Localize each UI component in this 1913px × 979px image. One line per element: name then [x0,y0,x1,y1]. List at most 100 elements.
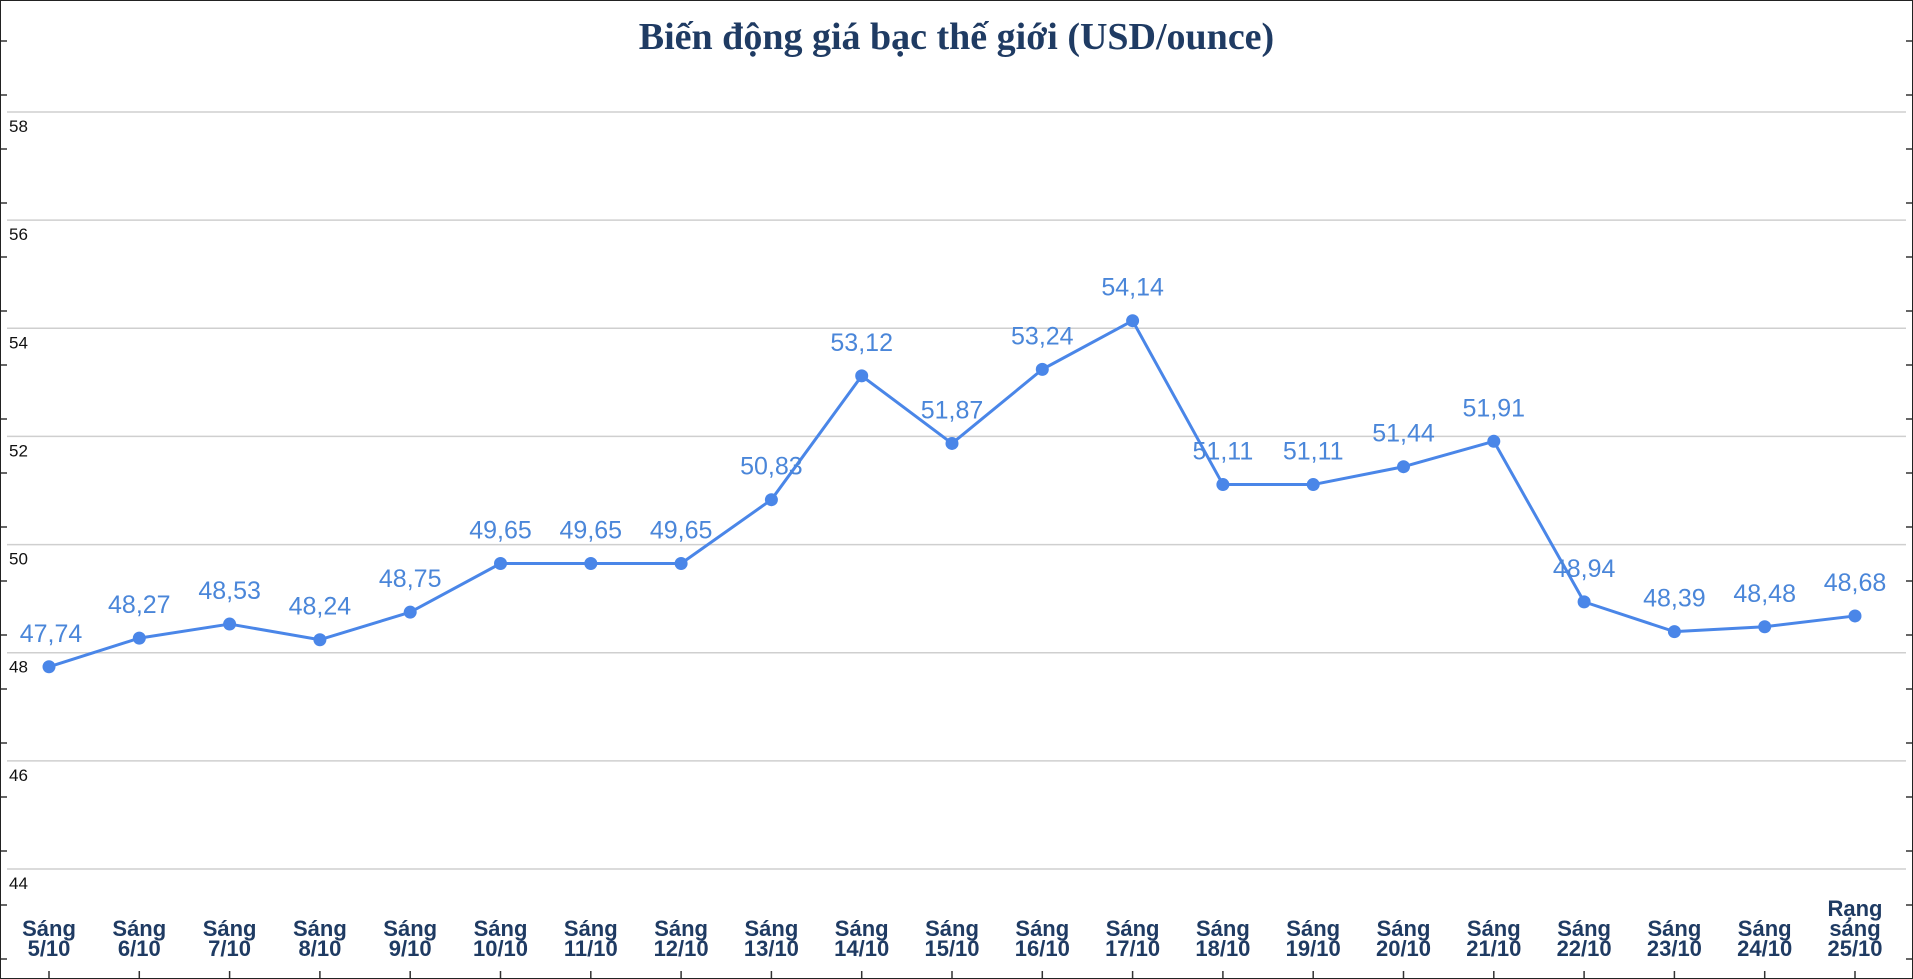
x-tick-label-line: 18/10 [1195,936,1250,961]
x-tick-label-line: 22/10 [1557,936,1612,961]
data-point [1126,314,1140,328]
x-tick-label-line: 20/10 [1376,936,1431,961]
data-label: 51,87 [921,396,984,424]
data-point [584,556,598,570]
data-label: 51,11 [1193,438,1254,466]
y-tick-label: 58 [9,117,28,136]
y-tick-label: 54 [9,333,28,352]
x-tick-label-line: Sáng [474,916,528,941]
data-point [42,660,56,674]
x-tick-label: Sáng 14/10 [834,916,889,961]
x-tick-label-line: 25/10 [1827,936,1882,961]
x-tick-label: Sáng 8/10 [293,916,347,961]
x-tick-label: Sáng 5/10 [22,916,76,961]
x-tick-label: Sáng 21/10 [1466,916,1521,961]
x-tick-label: Sáng 13/10 [744,916,799,961]
x-tick-label-line: 7/10 [208,936,251,961]
x-tick-label-line: Sáng [1467,916,1521,941]
x-tick-label-line: Sáng [564,916,618,941]
x-tick-label: Sáng 10/10 [473,916,528,961]
data-label: 48,39 [1643,585,1706,613]
y-tick-label: 50 [9,550,28,569]
x-tick-label-line: Sáng [745,916,799,941]
data-point [313,633,327,647]
data-point [674,556,688,570]
x-tick-label-line: 12/10 [654,936,709,961]
x-tick-label-line: Sáng [925,916,979,941]
x-tick-label-line: 11/10 [564,936,618,961]
x-tick-label-line: Sáng [22,916,76,941]
x-tick-label-line: Sáng [1015,916,1069,941]
x-tick-label-line: 16/10 [1015,936,1070,961]
x-tick-label-line: Sáng [1738,916,1792,941]
x-tick-label: Sáng 22/10 [1557,916,1612,961]
data-label: 51,11 [1283,438,1344,466]
x-tick-label: Sáng 11/10 [564,916,618,961]
data-point [1487,434,1501,448]
data-point [1577,595,1591,609]
data-label: 48,24 [289,593,352,621]
x-tick-label-line: Sáng [835,916,889,941]
data-label: 49,65 [469,516,532,544]
data-label: 51,91 [1463,394,1526,422]
x-tick-label: Sáng 7/10 [203,916,257,961]
x-tick-label-line: 9/10 [389,936,432,961]
data-label: 49,65 [560,516,623,544]
y-tick-label: 44 [9,874,28,893]
x-tick-label-line: 8/10 [298,936,341,961]
x-tick-label-line: Sáng [383,916,437,941]
data-point [494,556,507,570]
x-tick-label-line: 24/10 [1737,936,1792,961]
x-tick-label: Sáng 18/10 [1195,916,1250,961]
x-tick-label: Sáng 12/10 [654,916,709,961]
chart-title: Biến động giá bạc thế giới (USD/ounce) [638,16,1275,58]
x-tick-label-line: 17/10 [1105,936,1160,961]
x-tick-label-line: sáng [1829,916,1880,941]
x-tick-label-line: 15/10 [924,936,979,961]
data-label: 48,48 [1733,580,1796,608]
x-tick-label: Sáng 20/10 [1376,916,1431,961]
x-tick-label: Rạng sáng 25/10 [1827,896,1882,961]
x-tick-label: Sáng 9/10 [383,916,437,961]
x-tick-label-line: 23/10 [1647,936,1702,961]
x-tick-label: Sáng 15/10 [924,916,979,961]
x-tick-label-line: Sáng [293,916,347,941]
data-label: 48,53 [198,577,261,605]
x-tick-label-line: 13/10 [744,936,799,961]
data-point [855,369,869,383]
data-point [1848,609,1862,623]
data-label: 48,27 [108,591,171,619]
y-tick-label: 46 [9,766,28,785]
data-label: 48,68 [1824,569,1887,597]
y-tick-label: 52 [9,441,28,460]
data-point [1216,478,1230,492]
data-label: 51,44 [1372,420,1435,448]
y-tick-label: 48 [9,658,28,677]
x-tick-label-line: 21/10 [1466,936,1521,961]
data-point [403,605,417,619]
data-point [945,436,959,450]
data-point [223,617,237,631]
x-tick-label-line: 5/10 [28,936,71,961]
data-label: 47,74 [20,620,83,648]
x-tick-label: Sáng 16/10 [1015,916,1070,961]
x-tick-label-line: 10/10 [473,936,528,961]
data-label: 49,65 [650,516,713,544]
x-tick-label-line: 6/10 [118,936,161,961]
data-label: 48,75 [379,565,442,593]
data-point [1667,625,1681,639]
data-point [1397,460,1410,474]
x-tick-label-line: Sáng [654,916,708,941]
x-tick-label-line: Sáng [112,916,166,941]
data-label: 48,94 [1553,555,1616,583]
x-tick-label-line: Sáng [1648,916,1702,941]
x-tick-label: Sáng 17/10 [1105,916,1160,961]
x-tick-label-line: Sáng [1196,916,1250,941]
x-tick-label: Sáng 24/10 [1737,916,1792,961]
x-tick-label-line: Rạng [1828,896,1883,921]
x-tick-label-line: Sáng [203,916,257,941]
x-tick-label: Sáng 6/10 [112,916,166,961]
data-label: 54,14 [1101,274,1164,302]
data-point [132,631,146,645]
